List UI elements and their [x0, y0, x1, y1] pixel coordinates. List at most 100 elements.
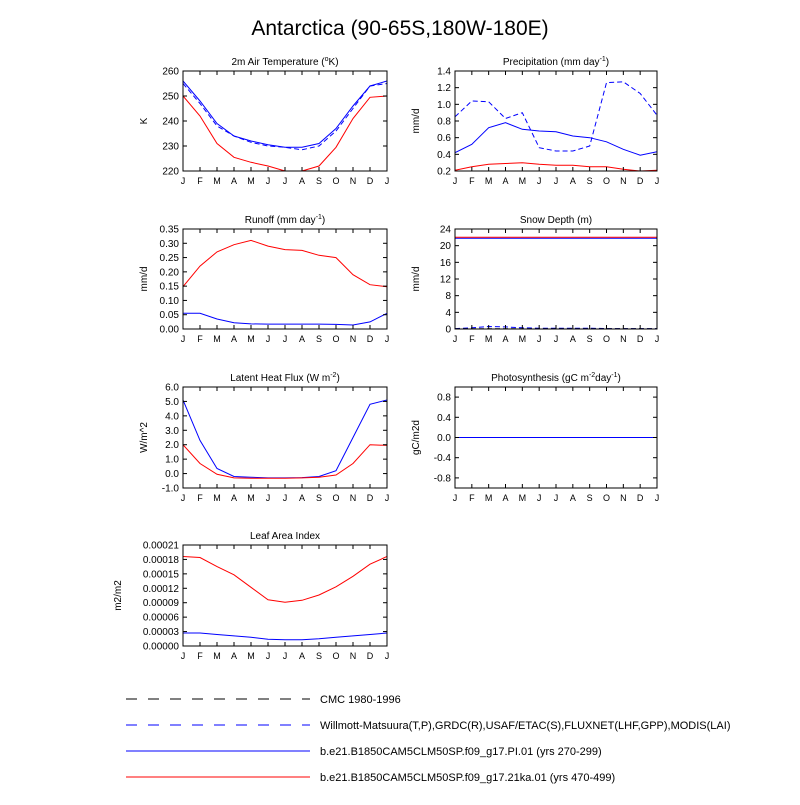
panel-title-title_sup: -2	[330, 372, 336, 379]
series-line-0	[183, 80, 387, 148]
y-tick-label: 0.05	[160, 310, 180, 321]
x-tick-label: M	[485, 176, 493, 186]
y-tick-label: 0.10	[160, 296, 180, 307]
plot-frame	[182, 386, 388, 489]
y-tick-label: 0.00012	[143, 584, 180, 595]
y-axis-label: mm/d	[411, 109, 422, 134]
x-tick-label: M	[213, 493, 221, 503]
y-axis-label: m2/m2	[113, 580, 124, 611]
x-tick-label: F	[469, 493, 475, 503]
y-axis-label: mm/d	[411, 267, 422, 292]
y-tick-label: -0.8	[434, 473, 452, 484]
y-tick-label: 4	[445, 308, 451, 319]
x-tick-label: D	[367, 493, 374, 503]
series-line-1	[455, 81, 657, 152]
panel-title-title_main: Snow Depth (m)	[520, 215, 592, 226]
panel-title: Photosynthesis (gC m-2day-1)	[491, 372, 621, 384]
x-tick-label: D	[637, 334, 644, 344]
x-tick-label: J	[266, 493, 271, 503]
x-tick-label: J	[453, 493, 458, 503]
x-tick-label: N	[350, 176, 357, 186]
x-tick-label: J	[283, 176, 288, 186]
x-tick-label: S	[587, 334, 593, 344]
panel-title: Snow Depth (m)	[520, 215, 592, 226]
series-group	[183, 399, 387, 479]
x-tick-label: M	[247, 493, 255, 503]
panel-title-title_main: Runoff (mm day	[245, 215, 316, 226]
y-tick-label: 260	[162, 67, 179, 78]
panel-title-title_sup: -2	[589, 372, 595, 379]
x-tick-label: J	[655, 493, 660, 503]
panel-title-title_sup: o	[325, 56, 329, 63]
series-line-1	[183, 556, 387, 603]
x-tick-label: J	[537, 334, 542, 344]
x-tick-label: M	[213, 176, 221, 186]
y-tick-label: 0.4	[437, 413, 451, 424]
y-tick-label: 8	[445, 291, 451, 302]
x-tick-label: O	[603, 176, 610, 186]
x-tick-label: J	[283, 493, 288, 503]
series-group	[455, 236, 657, 329]
x-tick-label: A	[570, 493, 576, 503]
x-tick-label: J	[266, 334, 271, 344]
y-axis-label: W/m^2	[139, 422, 150, 453]
y-tick-label: 0.00	[160, 325, 180, 336]
panel-title-title_sup: -1	[316, 214, 322, 221]
x-tick-label: F	[197, 334, 203, 344]
x-tick-label: S	[316, 493, 322, 503]
x-tick-label: A	[502, 176, 508, 186]
x-tick-label: A	[299, 176, 305, 186]
x-tick-label: A	[299, 651, 305, 661]
x-tick-label: J	[181, 651, 186, 661]
x-tick-label: M	[213, 334, 221, 344]
y-tick-label: 0.2	[437, 167, 451, 178]
x-tick-label: J	[181, 176, 186, 186]
x-tick-label: M	[247, 176, 255, 186]
y-tick-label: 0.4	[437, 150, 451, 161]
y-tick-label: 1.0	[437, 100, 451, 111]
legend-label: b.e21.B1850CAM5CLM50SP.f09_g17.21ka.01 (…	[320, 772, 615, 784]
y-tick-label: 5.0	[165, 397, 179, 408]
series-group	[183, 556, 387, 641]
panel-title: Leaf Area Index	[250, 531, 320, 542]
y-tick-label: 1.0	[165, 455, 179, 466]
panel-title: Latent Heat Flux (W m-2)	[230, 372, 340, 384]
x-tick-label: J	[554, 493, 559, 503]
y-tick-label: -0.4	[434, 453, 452, 464]
y-tick-label: 0.00018	[143, 555, 180, 566]
y-tick-label: 3.0	[165, 426, 179, 437]
x-tick-label: M	[519, 334, 527, 344]
x-tick-label: F	[197, 176, 203, 186]
y-axis-label: mm/d	[139, 267, 150, 292]
panel-title-title_main: Photosynthesis (gC m	[491, 373, 589, 384]
y-axis-label: gC/m2d	[411, 420, 422, 455]
series-group	[183, 239, 387, 326]
x-tick-label: S	[316, 651, 322, 661]
x-tick-label: J	[537, 493, 542, 503]
legend-label: CMC 1980-1996	[320, 694, 401, 706]
y-tick-label: 0.25	[160, 253, 180, 264]
legend: CMC 1980-1996 Willmott-Matsuura(T,P),GRDC…	[126, 694, 731, 784]
x-tick-label: M	[247, 651, 255, 661]
panel-snow: Snow Depth (m)J F M A M J J A S O N D J04812162024mm…	[411, 215, 659, 344]
series-line-1	[183, 83, 387, 151]
x-tick-label: D	[367, 176, 374, 186]
x-tick-label: N	[620, 176, 627, 186]
x-tick-label: J	[266, 176, 271, 186]
x-tick-label: O	[603, 493, 610, 503]
legend-label: b.e21.B1850CAM5CLM50SP.f09_g17.PI.01 (yr…	[320, 746, 602, 758]
y-tick-label: 1.4	[437, 67, 451, 78]
series-group	[183, 80, 387, 171]
y-tick-label: 0.20	[160, 267, 180, 278]
x-tick-label: J	[283, 334, 288, 344]
x-tick-label: A	[502, 334, 508, 344]
x-tick-label: F	[469, 334, 475, 344]
panel-title-title_main: Precipitation (mm day	[503, 57, 600, 68]
panel-runoff: Runoff (mm day-1)J F M A M J J A S O N D J0.000.050.…	[139, 214, 389, 344]
y-tick-label: 250	[162, 92, 179, 103]
x-tick-label: S	[587, 493, 593, 503]
x-tick-label: F	[197, 493, 203, 503]
y-tick-label: 0.00006	[143, 613, 180, 624]
x-tick-label: A	[231, 493, 237, 503]
